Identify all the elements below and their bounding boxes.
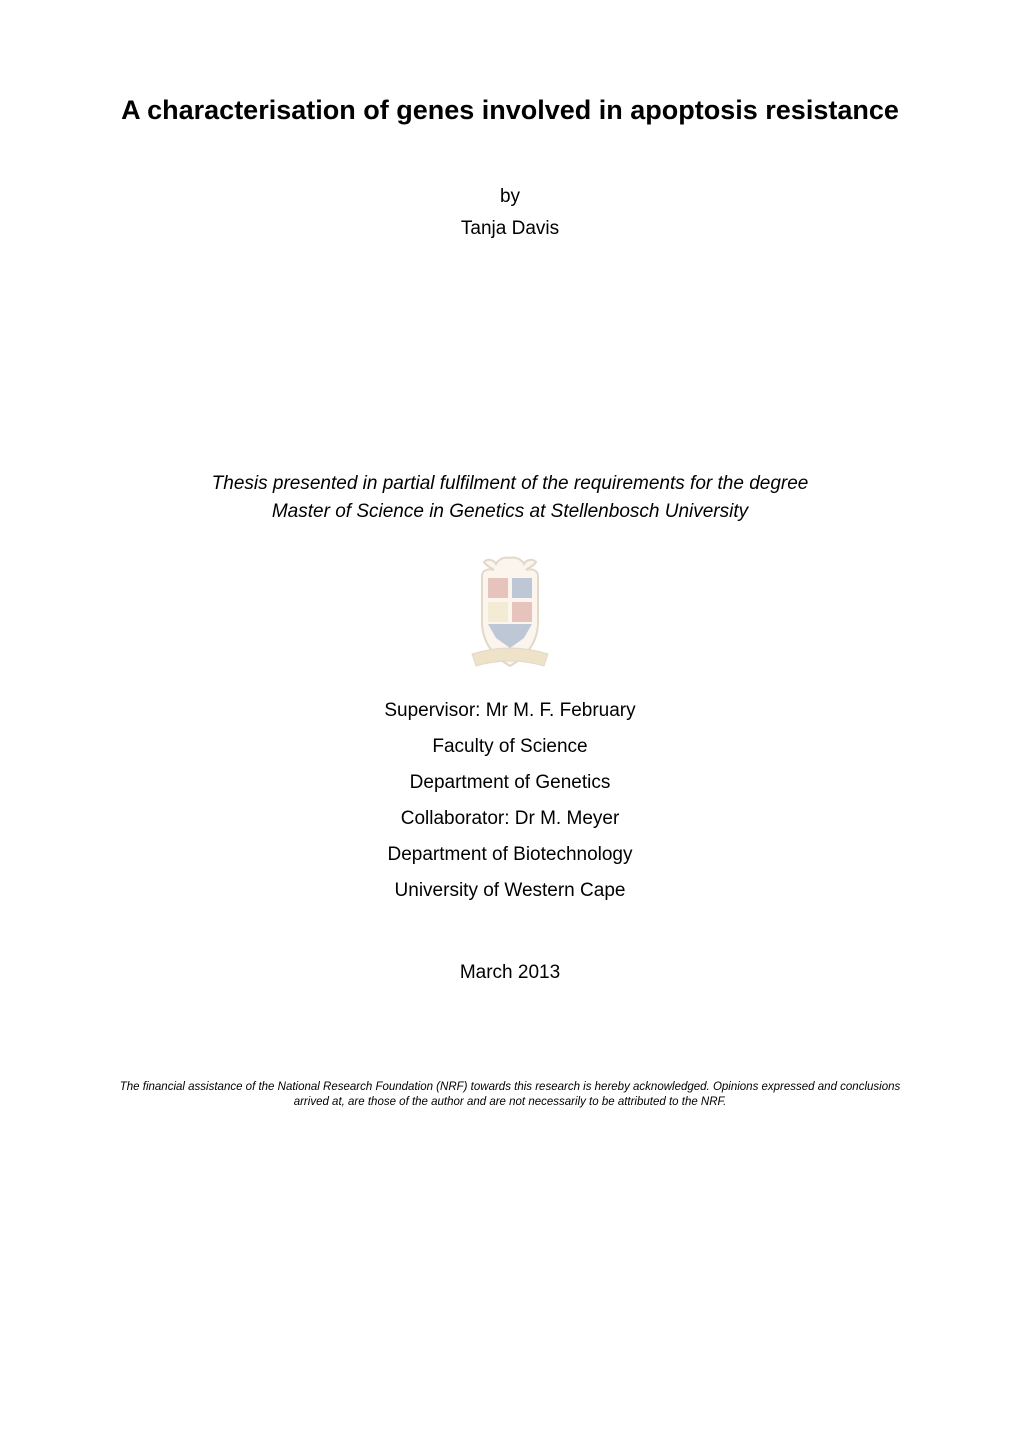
submission-date: March 2013 — [110, 962, 910, 984]
faculty-line: Faculty of Science — [110, 736, 910, 758]
collaborator-dept-line: Department of Biotechnology — [110, 844, 910, 866]
thesis-statement-line-2: Master of Science in Genetics at Stellen… — [272, 501, 748, 522]
author-name: Tanja Davis — [110, 218, 910, 240]
thesis-statement: Thesis presented in partial fulfilment o… — [110, 470, 910, 525]
university-crest-icon — [464, 554, 556, 672]
thesis-statement-line-1: Thesis presented in partial fulfilment o… — [212, 473, 809, 494]
collaborator-line: Collaborator: Dr M. Meyer — [110, 808, 910, 830]
by-label: by — [110, 186, 910, 208]
supervisor-line: Supervisor: Mr M. F. February — [110, 700, 910, 722]
title-page: A characterisation of genes involved in … — [0, 0, 1020, 1442]
university-crest-container — [110, 554, 910, 672]
department-line: Department of Genetics — [110, 772, 910, 794]
nrf-disclaimer: The financial assistance of the National… — [110, 1080, 910, 1111]
affiliation-block: Supervisor: Mr M. F. February Faculty of… — [110, 700, 910, 902]
collaborator-uni-line: University of Western Cape — [110, 880, 910, 902]
thesis-title: A characterisation of genes involved in … — [110, 92, 910, 128]
